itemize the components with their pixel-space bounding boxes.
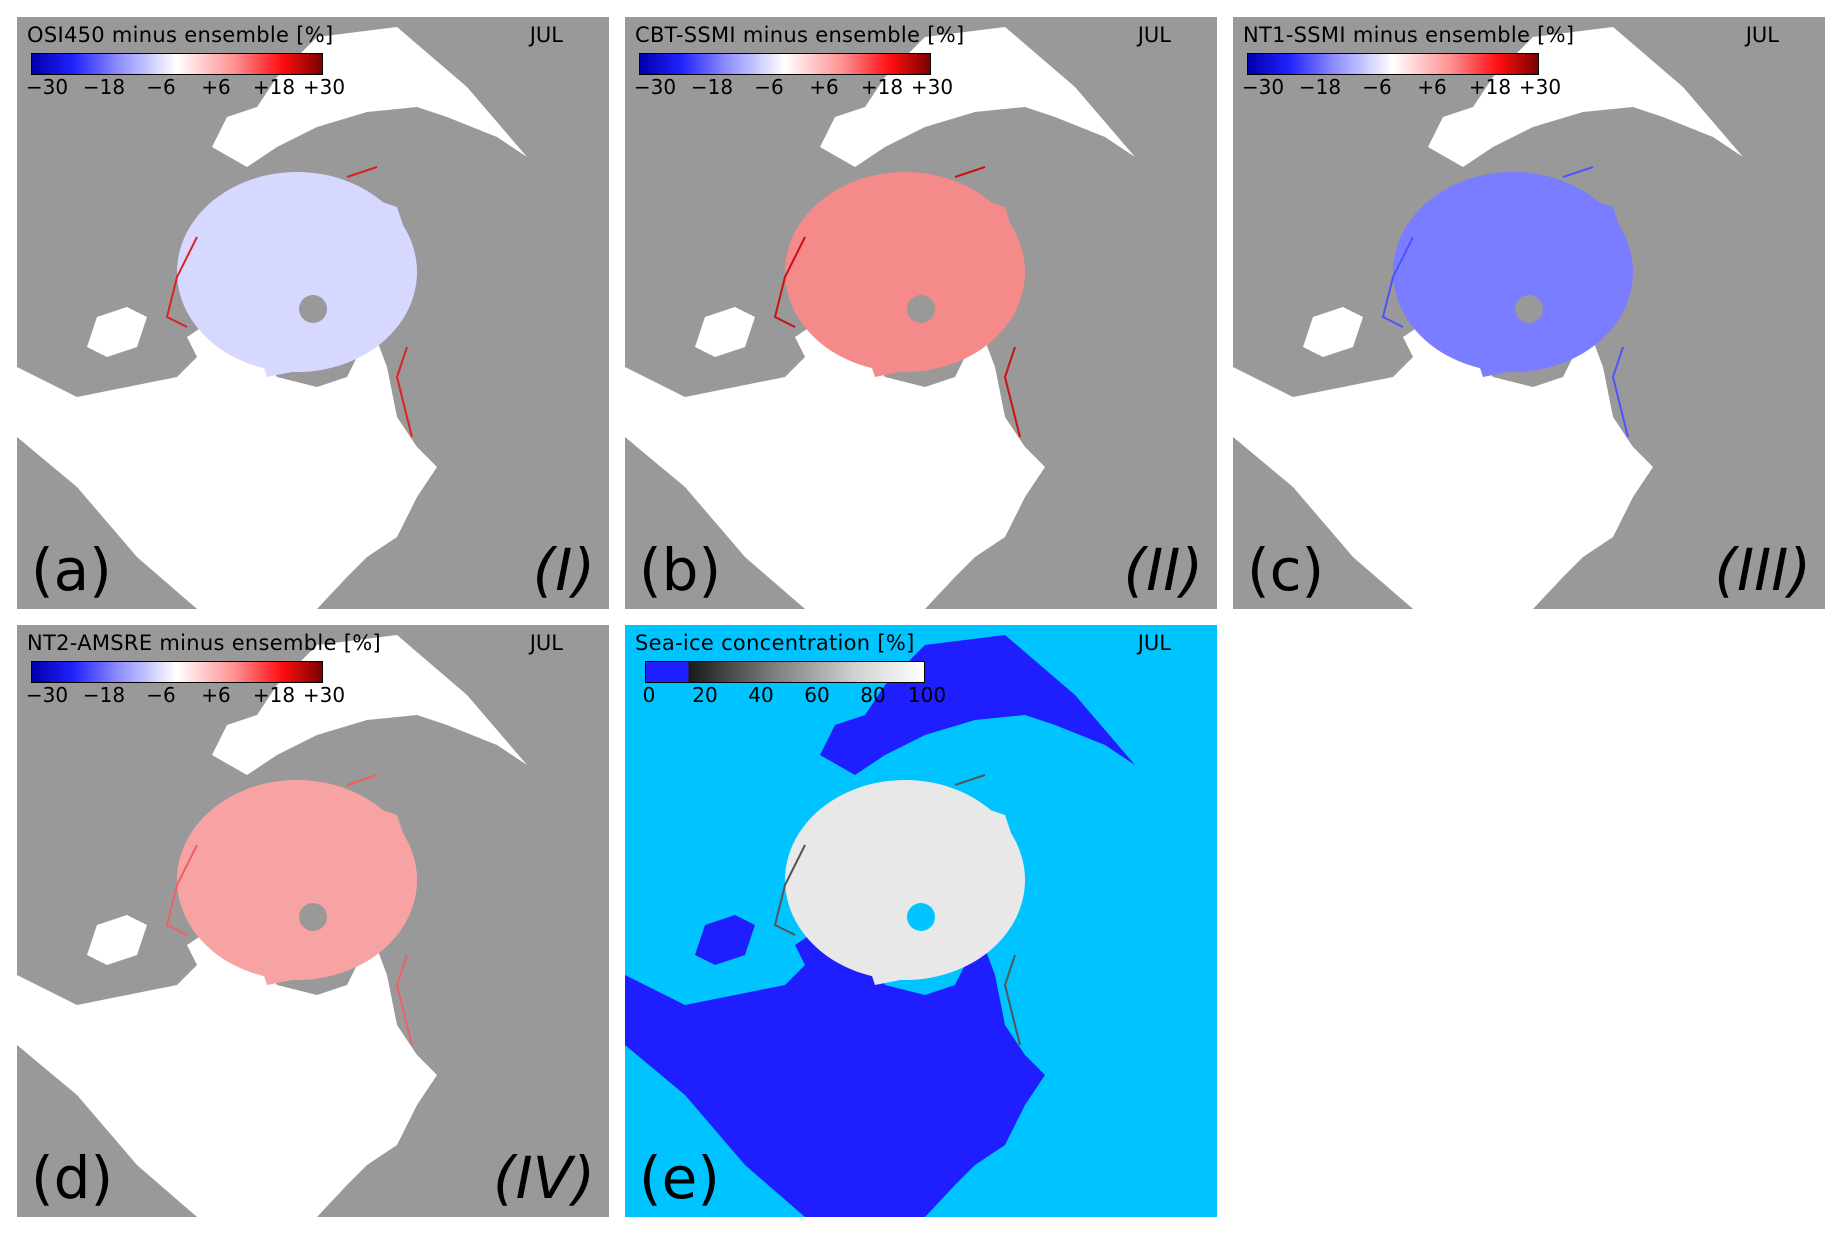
map-panel-a: OSI450 minus ensemble [%] JUL −30 −18 −6…: [17, 17, 609, 609]
tick-label: −30: [25, 683, 69, 707]
month-label: JUL: [529, 23, 563, 47]
concentration-colorbar: [645, 661, 925, 683]
tick-label: +30: [1518, 75, 1562, 99]
tick-label: −18: [82, 75, 126, 99]
panel-letter: (d): [31, 1144, 114, 1212]
tick-label: 100: [907, 683, 947, 707]
month-label: JUL: [1137, 23, 1171, 47]
difference-colorbar: [1247, 53, 1539, 75]
tick-label: +30: [910, 75, 954, 99]
panel-roman-numeral: (IV): [492, 1144, 595, 1212]
map-panel-b: CBT-SSMI minus ensemble [%] JUL −30 −18 …: [625, 17, 1217, 609]
colorbar-ticks: 0 20 40 60 80 100: [629, 683, 959, 709]
arctic-map-b: [625, 27, 1135, 609]
month-label: JUL: [529, 631, 563, 655]
tick-label: +6: [201, 683, 231, 707]
tick-label: +6: [809, 75, 839, 99]
tick-label: +6: [1417, 75, 1447, 99]
arctic-map-e: [625, 635, 1135, 1217]
tick-label: 0: [642, 683, 656, 707]
arctic-map-d: [17, 635, 527, 1217]
tick-label: −18: [1298, 75, 1342, 99]
tick-label: −6: [146, 683, 176, 707]
tick-label: +18: [252, 683, 296, 707]
tick-label: −18: [82, 683, 126, 707]
colorbar-ticks: −30 −18 −6 +6 +18 +30: [21, 683, 351, 709]
panel-title: CBT-SSMI minus ensemble [%]: [635, 23, 965, 47]
month-label: JUL: [1137, 631, 1171, 655]
tick-label: 60: [804, 683, 830, 707]
tick-label: −30: [633, 75, 677, 99]
tick-label: −30: [25, 75, 69, 99]
tick-label: +30: [302, 683, 346, 707]
tick-label: +18: [860, 75, 904, 99]
panel-title: Sea-ice concentration [%]: [635, 631, 915, 655]
panel-title: NT2-AMSRE minus ensemble [%]: [27, 631, 381, 655]
tick-label: −6: [146, 75, 176, 99]
tick-label: 20: [692, 683, 718, 707]
panel-letter: (c): [1247, 536, 1325, 604]
panel-title: NT1-SSMI minus ensemble [%]: [1243, 23, 1575, 47]
tick-label: +6: [201, 75, 231, 99]
tick-label: +18: [1468, 75, 1512, 99]
panel-title: OSI450 minus ensemble [%]: [27, 23, 334, 47]
panel-letter: (e): [639, 1144, 720, 1212]
difference-colorbar: [31, 661, 323, 683]
colorbar-ticks: −30 −18 −6 +6 +18 +30: [629, 75, 959, 101]
month-label: JUL: [1745, 23, 1779, 47]
difference-colorbar: [639, 53, 931, 75]
tick-label: 40: [748, 683, 774, 707]
panel-roman-numeral: (III): [1714, 536, 1811, 604]
panel-roman-numeral: (II): [1123, 536, 1203, 604]
panel-letter: (b): [639, 536, 722, 604]
tick-label: −30: [1241, 75, 1285, 99]
arctic-map-c: [1233, 27, 1743, 609]
tick-label: −6: [754, 75, 784, 99]
tick-label: −6: [1362, 75, 1392, 99]
tick-label: +18: [252, 75, 296, 99]
panel-letter: (a): [31, 536, 112, 604]
tick-label: −18: [690, 75, 734, 99]
arctic-map-a: [17, 27, 527, 609]
difference-colorbar: [31, 53, 323, 75]
tick-label: +30: [302, 75, 346, 99]
map-panel-e: Sea-ice concentration [%] JUL 0 20 40 60…: [625, 625, 1217, 1217]
map-panel-c: NT1-SSMI minus ensemble [%] JUL −30 −18 …: [1233, 17, 1825, 609]
panel-roman-numeral: (I): [532, 536, 595, 604]
map-panel-d: NT2-AMSRE minus ensemble [%] JUL −30 −18…: [17, 625, 609, 1217]
colorbar-ticks: −30 −18 −6 +6 +18 +30: [1237, 75, 1567, 101]
tick-label: 80: [860, 683, 886, 707]
colorbar-ticks: −30 −18 −6 +6 +18 +30: [21, 75, 351, 101]
